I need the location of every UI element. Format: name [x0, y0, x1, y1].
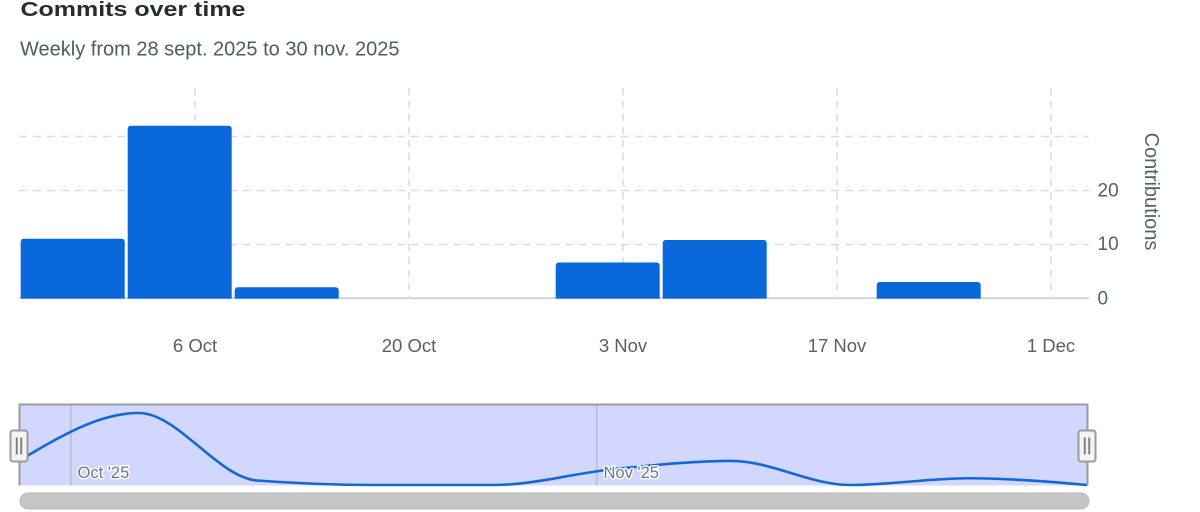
svg-text:0: 0 [1098, 288, 1109, 309]
svg-text:Contributions: Contributions [1140, 133, 1162, 251]
svg-text:Commits over time: Commits over time [21, 0, 246, 20]
svg-text:20: 20 [1098, 181, 1119, 202]
svg-text:10: 10 [1098, 234, 1119, 255]
svg-text:20 Oct: 20 Oct [382, 335, 437, 356]
svg-text:Oct '25: Oct '25 [78, 464, 130, 482]
svg-text:Nov '25: Nov '25 [604, 464, 659, 482]
svg-text:1 Dec: 1 Dec [1027, 335, 1075, 356]
svg-text:Weekly from 28 sept. 2025 to 3: Weekly from 28 sept. 2025 to 30 nov. 202… [20, 39, 400, 61]
svg-text:17 Nov: 17 Nov [808, 335, 867, 356]
svg-text:6 Oct: 6 Oct [173, 335, 217, 356]
svg-text:3 Nov: 3 Nov [599, 335, 648, 356]
